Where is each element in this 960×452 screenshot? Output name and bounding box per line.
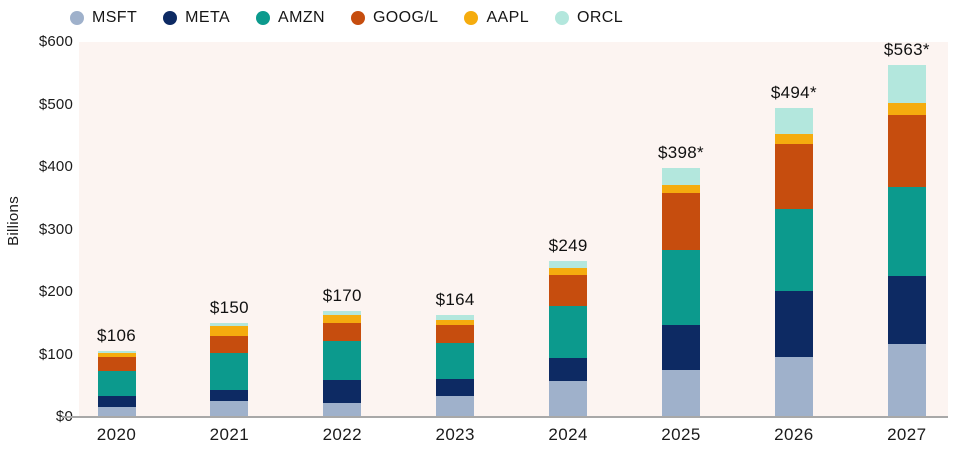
bar-2024 <box>549 261 588 417</box>
bar-segment-msft-2022 <box>323 402 362 417</box>
y-tick-label: $300 <box>38 220 73 238</box>
x-tick-label: 2024 <box>548 425 588 444</box>
bar-segment-amzn-2023 <box>436 343 475 379</box>
bar-2021 <box>210 323 249 417</box>
bar-total-label: $249 <box>548 236 588 256</box>
bar-2023 <box>436 314 475 417</box>
bar-segment-aapl-2025 <box>662 185 700 194</box>
bar-segment-msft-2025 <box>662 370 700 417</box>
x-tick-label: 2021 <box>209 425 250 444</box>
bar-segment-amzn-2021 <box>210 353 249 390</box>
bar-segment-amzn-2025 <box>662 250 700 326</box>
legend-item-meta: META <box>163 9 230 27</box>
bar-segment-orcl-2022 <box>323 310 362 315</box>
bar-segment-meta-2025 <box>662 325 700 371</box>
bar-segment-orcl-2024 <box>549 261 588 269</box>
bar-segment-meta-2021 <box>210 389 249 402</box>
legend-item-goog-l: GOOG/L <box>350 9 439 27</box>
bar-segment-goog-l-2020 <box>97 357 136 372</box>
bar-segment-goog-l-2022 <box>323 323 362 342</box>
bar-segment-msft-2021 <box>210 401 249 417</box>
y-tick-label: $600 <box>38 33 73 50</box>
legend-swatch-amzn-icon <box>256 11 271 25</box>
legend-label: AMZN <box>278 9 325 26</box>
bar-total-label: $106 <box>96 325 137 345</box>
bar-segment-amzn-2026 <box>774 208 813 291</box>
x-tick-label: 2025 <box>661 425 701 444</box>
legend-item-msft: MSFT <box>70 9 137 27</box>
bar-segment-orcl-2027 <box>887 65 926 103</box>
bar-segment-amzn-2020 <box>97 371 136 397</box>
bar-total-label: $494* <box>770 83 817 103</box>
legend-swatch-goog-l-icon <box>350 11 365 25</box>
x-tick-label: 2026 <box>774 425 814 444</box>
bar-segment-meta-2020 <box>97 396 136 407</box>
legend: MSFT META AMZN GOOG/L AAPL ORCL <box>70 9 623 27</box>
bar-segment-aapl-2023 <box>436 319 475 325</box>
bar-segment-meta-2026 <box>774 290 813 357</box>
legend-label: AAPL <box>486 9 529 26</box>
y-tick-label: $200 <box>38 283 73 300</box>
bar-segment-orcl-2023 <box>436 314 475 320</box>
legend-label: META <box>185 9 231 26</box>
bar-segment-amzn-2024 <box>549 305 588 359</box>
bar-total-label: $398* <box>658 143 704 163</box>
bar-segment-goog-l-2025 <box>662 193 700 251</box>
bar-total-label: $164 <box>435 289 475 309</box>
y-tick-label: $500 <box>38 95 73 113</box>
legend-swatch-aapl-icon <box>464 11 479 25</box>
bar-segment-meta-2027 <box>887 275 926 344</box>
legend-item-amzn: AMZN <box>256 9 325 27</box>
bar-segment-msft-2020 <box>97 407 136 417</box>
bar-2020 <box>97 350 136 417</box>
bar-segment-amzn-2022 <box>323 341 362 380</box>
bar-segment-orcl-2026 <box>774 108 813 134</box>
bar-2026 <box>774 108 813 417</box>
x-tick-label: 2020 <box>96 425 137 444</box>
bar-segment-meta-2024 <box>549 358 588 381</box>
bar-segment-aapl-2024 <box>549 268 588 276</box>
bar-segment-aapl-2026 <box>774 133 813 144</box>
legend-item-aapl: AAPL <box>464 9 529 27</box>
bar-segment-goog-l-2021 <box>210 336 249 354</box>
bar-2027 <box>887 65 926 417</box>
y-tick-label: $100 <box>38 345 73 363</box>
x-axis-line <box>62 416 948 418</box>
bar-2022 <box>323 310 362 417</box>
y-tick-label: $400 <box>38 158 73 175</box>
bar-total-label: $170 <box>322 285 362 305</box>
x-tick-label: 2023 <box>435 425 475 444</box>
legend-swatch-orcl-icon <box>555 11 569 25</box>
bar-segment-goog-l-2026 <box>774 143 813 209</box>
bar-segment-msft-2023 <box>436 396 475 417</box>
bar-segment-aapl-2020 <box>97 353 136 357</box>
legend-item-orcl: ORCL <box>555 9 623 27</box>
legend-label: ORCL <box>577 9 624 26</box>
bar-segment-aapl-2022 <box>323 314 362 324</box>
bar-2025 <box>662 168 700 417</box>
bar-segment-orcl-2025 <box>662 168 700 186</box>
bar-segment-goog-l-2024 <box>549 275 588 306</box>
bar-segment-goog-l-2023 <box>436 324 475 344</box>
x-tick-label: 2027 <box>887 425 927 444</box>
bar-total-label: $563* <box>883 40 930 60</box>
bar-segment-aapl-2021 <box>210 325 249 337</box>
bar-segment-msft-2026 <box>774 357 813 417</box>
bar-segment-amzn-2027 <box>887 187 926 276</box>
legend-label: MSFT <box>92 9 138 26</box>
bar-segment-msft-2027 <box>887 343 926 417</box>
legend-swatch-meta-icon <box>163 11 178 25</box>
bar-segment-orcl-2020 <box>97 350 136 354</box>
bar-segment-meta-2023 <box>436 378 475 397</box>
legend-swatch-msft-icon <box>70 11 84 25</box>
bar-segment-goog-l-2027 <box>887 114 926 187</box>
bar-segment-aapl-2027 <box>887 102 926 115</box>
bar-segment-orcl-2021 <box>210 323 249 326</box>
bar-segment-msft-2024 <box>549 380 588 417</box>
bar-total-label: $150 <box>209 298 249 318</box>
x-tick-label: 2022 <box>322 425 362 444</box>
bar-segment-meta-2022 <box>323 379 362 403</box>
legend-label: GOOG/L <box>372 9 439 26</box>
